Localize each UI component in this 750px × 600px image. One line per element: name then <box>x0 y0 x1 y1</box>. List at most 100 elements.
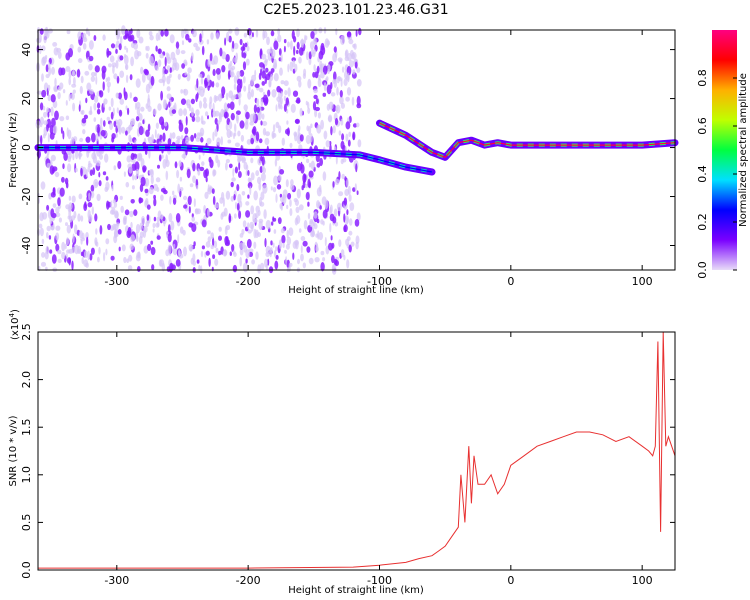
spectrogram-mark <box>108 106 112 111</box>
spectrogram-mark <box>278 125 282 134</box>
snr-x-axis-label: Height of straight line (km) <box>288 585 424 596</box>
spectrogram-mark <box>330 204 333 214</box>
spectrogram-mark <box>85 27 89 35</box>
spectrogram-mark <box>160 214 164 220</box>
spectrogram-mark <box>68 257 71 266</box>
spectrogram-mark <box>77 31 82 40</box>
y-tick-label: 0.0 <box>20 561 33 579</box>
spectrogram-mark <box>348 244 352 253</box>
spectrogram-mark <box>212 131 215 141</box>
spectrogram-mark <box>140 215 146 225</box>
spectrogram-mark <box>258 220 263 231</box>
spectrogram-mark <box>277 34 282 43</box>
trace-line <box>38 147 433 173</box>
spectrogram-mark <box>145 46 148 51</box>
spectrogram-mark <box>191 116 196 122</box>
spectrogram-mark <box>221 86 226 96</box>
spectrogram-mark <box>330 92 336 97</box>
spectrogram-mark <box>325 76 329 81</box>
spectrogram-mark <box>190 134 195 142</box>
spectrogram-mark <box>192 29 197 38</box>
spectrogram-mark <box>262 121 268 126</box>
spectrogram-mark <box>242 43 245 51</box>
colorbar-tick-label: 0.0 <box>696 261 709 279</box>
spectrogram-mark <box>61 241 66 252</box>
spectrogram-mark <box>330 126 333 136</box>
spectrogram-mark <box>90 184 95 192</box>
spectrogram-mark <box>135 116 140 122</box>
spectrogram-mark <box>240 134 245 142</box>
spectrogram-mark <box>81 232 85 240</box>
spectrogram-mark <box>261 156 265 166</box>
spectrogram-mark <box>295 119 300 124</box>
spectrogram-mark <box>251 259 256 265</box>
spectrogram-mark <box>308 257 314 265</box>
spectrogram-mark <box>107 76 111 82</box>
spectrogram-mark <box>341 173 346 180</box>
spectrogram-mark <box>134 161 140 172</box>
spectrogram-mark <box>211 188 215 195</box>
spectrogram-mark <box>166 86 171 92</box>
spectrogram-mark <box>294 239 299 246</box>
spectrogram-mark <box>290 103 296 113</box>
spectrogram-mark <box>115 59 119 69</box>
spectrogram-mark <box>57 92 61 100</box>
spectrogram-mark <box>349 202 355 212</box>
spectrogram-mark <box>40 181 46 190</box>
spectrogram-mark <box>200 115 204 125</box>
spectrogram-traces <box>34 119 679 176</box>
spectrogram-mark <box>82 129 86 135</box>
spectrogram-mark <box>171 132 176 139</box>
spectrogram-mark <box>105 176 109 181</box>
spectrogram-mark <box>153 183 159 191</box>
spectrogram-mark <box>275 193 278 203</box>
spectrogram-mark <box>191 107 194 117</box>
spectrogram-mark <box>157 103 162 111</box>
spectrogram-mark <box>236 70 241 78</box>
spectrogram-mark <box>278 48 282 56</box>
spectrogram-mark <box>211 266 214 272</box>
spectrogram-mark <box>153 194 157 200</box>
spectrogram-mark <box>233 132 235 140</box>
spectrogram-mark <box>320 45 326 56</box>
spectrogram-mark <box>108 63 112 68</box>
spectrogram-mark <box>206 39 210 45</box>
spectrogram-mark <box>73 136 78 142</box>
spectrogram-mark <box>180 50 186 55</box>
spectrogram-mark <box>200 137 204 143</box>
spectrogram-mark <box>100 129 106 137</box>
spectrogram-mark <box>316 200 320 209</box>
y-tick-label: -40 <box>20 237 33 255</box>
spectrogram-mark <box>283 80 289 87</box>
spectrogram-mark <box>272 242 275 248</box>
spectrogram-mark <box>257 176 262 185</box>
spectrogram-mark <box>252 218 258 223</box>
spectrogram-mark <box>162 132 166 142</box>
spectrogram-mark <box>121 126 126 134</box>
spectrogram-mark <box>157 59 162 67</box>
spectrogram-mark <box>290 179 294 187</box>
spectrogram-mark <box>72 233 75 243</box>
spectrogram-mark <box>152 228 155 233</box>
spectrogram-mark <box>139 231 144 239</box>
spectrogram-mark <box>67 129 72 140</box>
spectrogram-mark <box>178 160 182 167</box>
spectrogram-mark <box>236 202 240 211</box>
spectrogram-mark <box>166 93 172 100</box>
spectrogram-mark <box>112 199 117 204</box>
spectrogram-mark <box>242 52 247 59</box>
spectrogram-mark <box>95 160 101 167</box>
spectrogram-mark <box>129 74 133 81</box>
spectrogram-mark <box>275 254 279 260</box>
spectrogram-mark <box>264 258 268 268</box>
spectrogram-mark <box>246 45 250 52</box>
spectrogram-mark <box>288 227 294 237</box>
spectrogram-mark <box>226 106 229 113</box>
spectrogram-mark <box>343 78 348 86</box>
spectrogram-mark <box>332 181 335 188</box>
spectrogram-mark <box>135 78 141 88</box>
spectrogram-mark <box>290 40 293 50</box>
spectrogram-mark <box>352 69 356 75</box>
spectrogram-mark <box>105 248 108 256</box>
spectrogram-mark <box>110 255 115 261</box>
